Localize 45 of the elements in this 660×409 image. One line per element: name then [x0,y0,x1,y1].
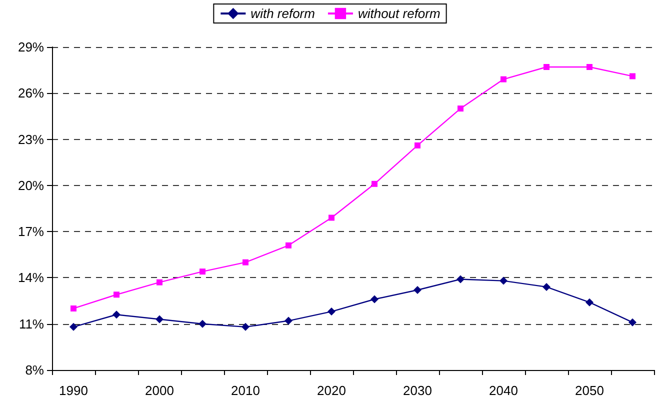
y-tick-label: 8% [25,362,44,378]
x-tick-label: 2040 [489,383,518,398]
point [200,268,206,275]
point [456,275,464,284]
point [630,73,636,80]
point [156,279,162,286]
point [542,282,550,291]
y-tick-label: 11% [18,316,44,332]
point [458,106,464,112]
point [242,259,248,266]
point [328,308,336,316]
x-tick-label: 2010 [231,383,260,398]
point [112,310,120,319]
point [500,276,508,285]
point [500,76,506,82]
point [372,180,378,187]
point [414,286,422,294]
x-tick-label: 2030 [403,383,432,398]
y-tick-label: 17% [18,224,44,240]
legend-label: without reform [358,6,440,21]
y-tick-label: 26% [18,86,44,101]
point [370,295,378,304]
y-tick-label: 20% [18,178,44,193]
point [628,318,636,326]
point [284,316,292,325]
point [286,242,292,248]
point [242,322,250,331]
point [586,64,592,70]
x-tick-label: 2000 [145,383,174,398]
point [586,298,594,306]
point [544,64,550,70]
legend-label: with reform [250,6,316,21]
y-tick-label: 23% [18,132,44,147]
point [70,322,78,331]
x-tick-label: 2020 [317,383,346,398]
x-tick-label: 2050 [575,383,604,398]
x-tick-label: 1990 [59,383,88,398]
y-tick-label: 14% [18,270,44,286]
point [156,315,164,324]
point [70,305,76,312]
point [198,320,206,328]
point [114,292,120,298]
y-tick-label: 29% [18,40,44,54]
point [414,142,420,148]
point [328,214,334,221]
